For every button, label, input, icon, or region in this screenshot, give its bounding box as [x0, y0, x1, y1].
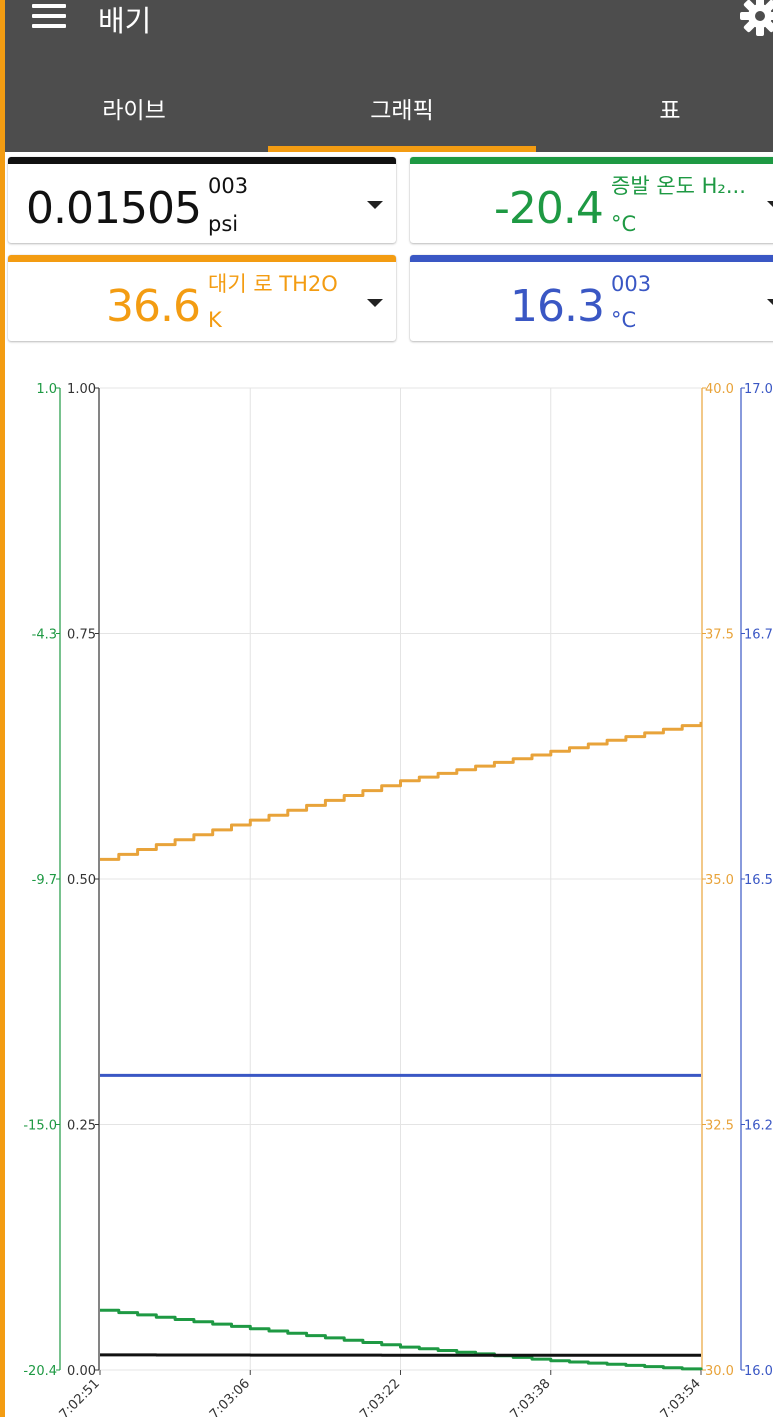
- dropdown-arrow-icon[interactable]: [367, 299, 383, 307]
- y-tick-label-black: 1.00: [67, 382, 96, 397]
- card-label: 대기 로 TH2O: [208, 272, 338, 296]
- x-tick-label: 7:02:51: [57, 1376, 103, 1417]
- y-tick-label-blue: 16.7: [744, 628, 773, 643]
- card-unit: °C: [611, 212, 637, 236]
- tab-bar: 라이브 그래픽 표: [0, 82, 773, 152]
- card-unit: psi: [208, 212, 239, 236]
- y-tick-label-orange: 32.5: [705, 1119, 734, 1134]
- y-tick-label-black: 0.75: [67, 628, 96, 643]
- card-label: 증발 온도 H₂...: [611, 174, 746, 198]
- y-tick-label-green: -20.4: [23, 1364, 57, 1379]
- y-tick-label-blue: 16.2: [744, 1119, 773, 1134]
- card-label: 003: [208, 174, 249, 198]
- gear-icon[interactable]: [738, 0, 773, 38]
- series-line-green: [100, 1308, 703, 1371]
- x-tick-label: 7:03:54: [658, 1376, 704, 1417]
- sensor-card-pressure[interactable]: 0.01505 003 psi: [8, 157, 396, 243]
- y-tick-label-green: -9.7: [32, 873, 57, 888]
- y-tick-label-orange: 30.0: [705, 1364, 734, 1379]
- card-color-bar: [410, 255, 773, 262]
- card-value: -20.4: [494, 183, 604, 234]
- sensor-card-atmosphere[interactable]: 36.6 대기 로 TH2O K: [8, 255, 396, 341]
- dropdown-arrow-icon[interactable]: [367, 201, 383, 209]
- tab-table-label: 표: [659, 98, 681, 124]
- sensor-card-temperature[interactable]: 16.3 003 °C: [410, 255, 773, 341]
- tab-live[interactable]: 라이브: [0, 82, 268, 152]
- card-color-bar: [8, 255, 396, 262]
- left-accent-edge: [0, 0, 5, 1417]
- y-tick-label-green: -4.3: [32, 628, 57, 643]
- x-tick-label: 7:03:22: [357, 1376, 403, 1417]
- app-bar: 배기 라이브 그래픽 표: [0, 0, 773, 152]
- y-tick-label-blue: 17.0: [744, 382, 773, 397]
- y-tick-label-blue: 16.5: [744, 873, 773, 888]
- series-line-orange: [100, 721, 703, 861]
- y-tick-label-green: -15.0: [23, 1119, 57, 1134]
- y-tick-label-black: 0.50: [67, 873, 96, 888]
- hamburger-menu-icon[interactable]: [32, 4, 66, 28]
- y-tick-label-black: 0.00: [67, 1364, 96, 1379]
- card-value: 36.6: [106, 281, 201, 332]
- card-color-bar: [410, 157, 773, 164]
- tab-live-label: 라이브: [102, 98, 166, 124]
- x-tick-label: 7:03:38: [508, 1376, 554, 1417]
- y-tick-label-orange: 35.0: [705, 873, 734, 888]
- tab-graphic-label: 그래픽: [370, 98, 434, 124]
- y-tick-label-blue: 16.0: [744, 1364, 773, 1379]
- card-value: 16.3: [510, 281, 605, 332]
- tab-graphic[interactable]: 그래픽: [268, 82, 536, 152]
- card-value: 0.01505: [26, 183, 202, 234]
- dropdown-arrow-icon[interactable]: [767, 201, 773, 209]
- y-tick-label-black: 0.25: [67, 1119, 96, 1134]
- sensor-card-evaporation-temp[interactable]: -20.4 증발 온도 H₂... °C: [410, 157, 773, 243]
- y-tick-label-orange: 40.0: [705, 382, 734, 397]
- card-unit: °C: [611, 308, 637, 332]
- card-label: 003: [611, 272, 652, 296]
- tab-table[interactable]: 표: [536, 82, 773, 152]
- card-unit: K: [208, 308, 222, 332]
- y-tick-label-green: 1.0: [36, 382, 57, 397]
- card-color-bar: [8, 157, 396, 164]
- active-tab-indicator: [268, 146, 536, 152]
- x-tick-label: 7:03:06: [207, 1376, 253, 1417]
- dropdown-arrow-icon[interactable]: [767, 299, 773, 307]
- page-title: 배기: [98, 4, 152, 38]
- y-tick-label-orange: 37.5: [705, 628, 734, 643]
